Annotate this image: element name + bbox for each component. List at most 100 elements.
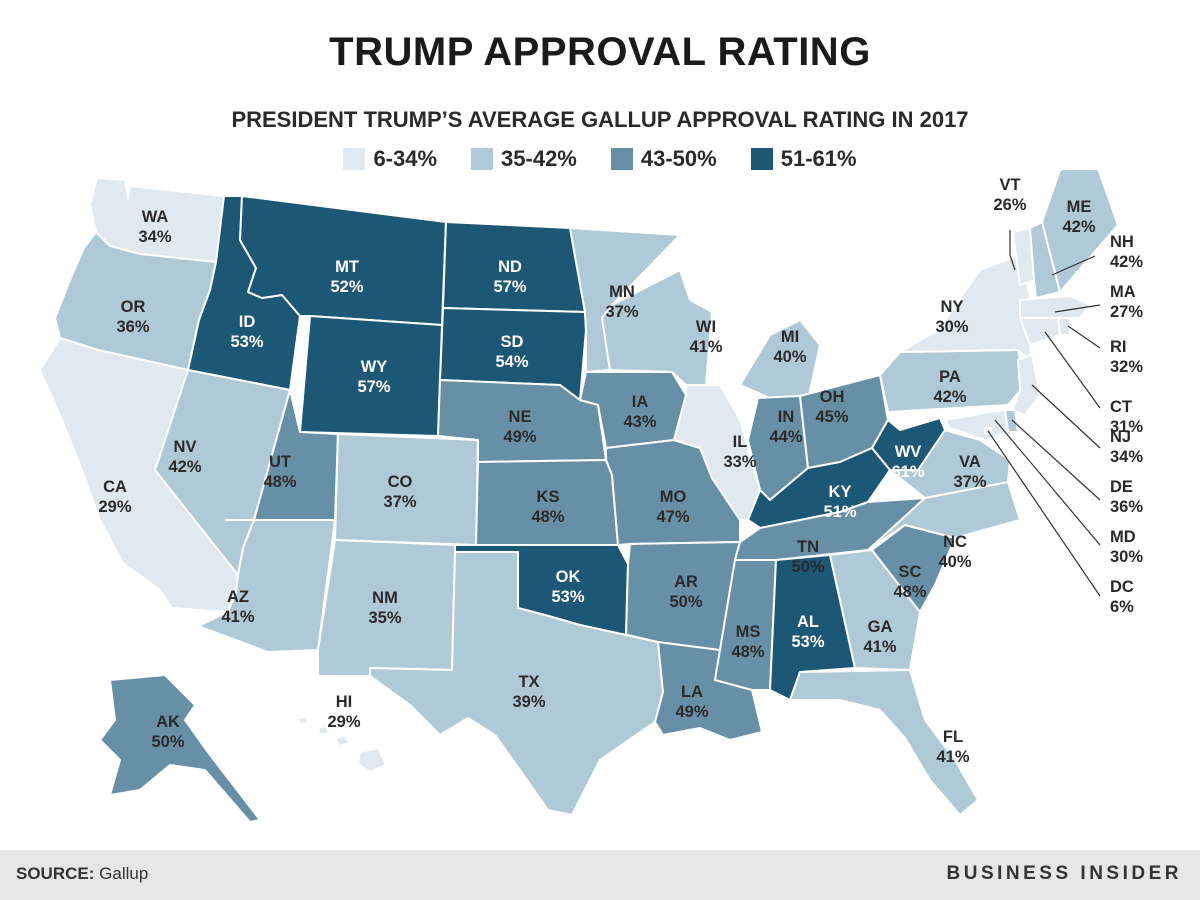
state-wv: [871, 417, 946, 471]
state-code-ri: RI: [1110, 338, 1127, 356]
state-value-az: 41%: [221, 608, 254, 626]
leader-line-de: [1011, 419, 1101, 501]
state-nh: [1029, 221, 1061, 299]
footer-bar: SOURCE: Gallup BUSINESS INSIDER: [0, 850, 1200, 900]
state-value-sc: 48%: [893, 583, 926, 601]
state-fl: [789, 669, 979, 816]
state-code-oh: OH: [820, 388, 845, 406]
state-value-wa: 34%: [138, 228, 171, 246]
state-value-la: 49%: [675, 703, 708, 721]
state-code-vt: VT: [999, 176, 1020, 194]
state-value-nc: 40%: [938, 553, 971, 571]
state-hi: [297, 716, 387, 773]
state-value-ct: 31%: [1110, 418, 1143, 436]
state-code-ny: NY: [941, 298, 964, 316]
state-value-nh: 42%: [1110, 253, 1143, 271]
state-code-al: AL: [797, 613, 819, 631]
state-value-dc: 6%: [1110, 598, 1134, 616]
leader-line-ct: [1044, 331, 1101, 409]
leader-line-ma: [1054, 304, 1101, 313]
legend-item-mid-high: 43-50%: [610, 146, 717, 172]
state-value-vt: 26%: [993, 196, 1026, 214]
state-nj: [1011, 354, 1041, 416]
legend-item-low: 6-34%: [343, 146, 437, 172]
state-value-va: 37%: [953, 473, 986, 491]
state-code-ma: MA: [1110, 283, 1136, 301]
legend-label-mid-high: 43-50%: [640, 146, 717, 171]
state-value-ky: 51%: [823, 503, 856, 521]
state-code-mo: MO: [660, 488, 687, 506]
state-code-ca: CA: [103, 478, 127, 496]
state-code-ky: KY: [829, 483, 852, 501]
state-value-tx: 39%: [512, 693, 545, 711]
chart-subtitle: PRESIDENT TRUMP’S AVERAGE GALLUP APPROVA…: [231, 107, 969, 132]
state-value-tn: 50%: [791, 558, 824, 576]
us-choropleth-map: WA 34% OR 36% CA 29% ID 53% NV 42% MT 52% WY 57% UT 48%…: [39, 170, 1143, 823]
state-value-al: 53%: [791, 633, 824, 651]
state-value-ia: 43%: [623, 413, 656, 431]
state-value-mo: 47%: [656, 508, 689, 526]
state-value-nv: 42%: [168, 458, 201, 476]
state-ak: [99, 674, 261, 823]
state-value-nj: 34%: [1110, 448, 1143, 466]
state-code-mt: MT: [335, 258, 359, 276]
state-ny: [899, 254, 1034, 361]
state-value-ok: 53%: [551, 588, 584, 606]
state-code-id: ID: [239, 313, 256, 331]
chart-title: TRUMP APPROVAL RATING: [329, 30, 871, 74]
state-value-id: 53%: [230, 333, 263, 351]
state-value-mn: 37%: [605, 303, 638, 321]
legend-swatch-high: [750, 148, 773, 170]
state-code-me: ME: [1067, 198, 1092, 216]
state-value-nd: 57%: [493, 278, 526, 296]
leader-line-dc: [987, 430, 1101, 597]
state-code-ia: IA: [632, 393, 649, 411]
state-code-sc: SC: [899, 563, 922, 581]
state-value-il: 33%: [723, 453, 756, 471]
state-value-wi: 41%: [689, 338, 722, 356]
state-code-ms: MS: [736, 623, 761, 641]
state-code-de: DE: [1110, 478, 1133, 496]
state-value-wv: 61%: [891, 463, 924, 481]
state-il: [673, 384, 761, 521]
state-value-ar: 50%: [669, 593, 702, 611]
state-value-pa: 42%: [933, 388, 966, 406]
legend-swatch-low: [343, 148, 366, 170]
state-value-or: 36%: [116, 318, 149, 336]
state-value-wy: 57%: [357, 378, 390, 396]
state-code-or: OR: [121, 298, 146, 316]
leader-line-ri: [1067, 325, 1101, 349]
state-code-md: MD: [1110, 528, 1136, 546]
state-labels: WA 34% OR 36% CA 29% ID 53% NV 42% MT 52% WY 57% UT 48%…: [98, 176, 1143, 766]
state-code-ct: CT: [1110, 398, 1132, 416]
state-code-ak: AK: [156, 713, 180, 731]
state-code-nv: NV: [174, 438, 197, 456]
source-note: SOURCE: Gallup: [16, 864, 148, 884]
state-code-az: AZ: [227, 588, 249, 606]
state-ma: [1019, 295, 1091, 319]
state-code-va: VA: [959, 453, 981, 471]
source-label: SOURCE:: [16, 864, 95, 883]
state-code-il: IL: [733, 433, 748, 451]
state-code-wy: WY: [361, 358, 388, 376]
state-code-in: IN: [778, 408, 795, 426]
state-code-mn: MN: [609, 283, 635, 301]
state-code-wv: WV: [895, 443, 922, 461]
state-code-sd: SD: [501, 333, 524, 351]
publisher-brand: BUSINESS INSIDER: [946, 863, 1182, 884]
state-code-mi: MI: [781, 328, 799, 346]
state-value-me: 42%: [1062, 218, 1095, 236]
state-code-nj: NJ: [1110, 428, 1131, 446]
state-code-nm: NM: [372, 589, 398, 607]
state-value-md: 30%: [1110, 548, 1143, 566]
state-value-sd: 54%: [495, 353, 528, 371]
state-value-ut: 48%: [263, 473, 296, 491]
state-value-ms: 48%: [731, 643, 764, 661]
state-code-ks: KS: [537, 488, 560, 506]
state-code-ne: NE: [509, 408, 532, 426]
state-value-ks: 48%: [531, 508, 564, 526]
state-value-mt: 52%: [330, 278, 363, 296]
state-value-de: 36%: [1110, 498, 1143, 516]
state-value-mi: 40%: [773, 348, 806, 366]
state-code-dc: DC: [1110, 578, 1134, 596]
